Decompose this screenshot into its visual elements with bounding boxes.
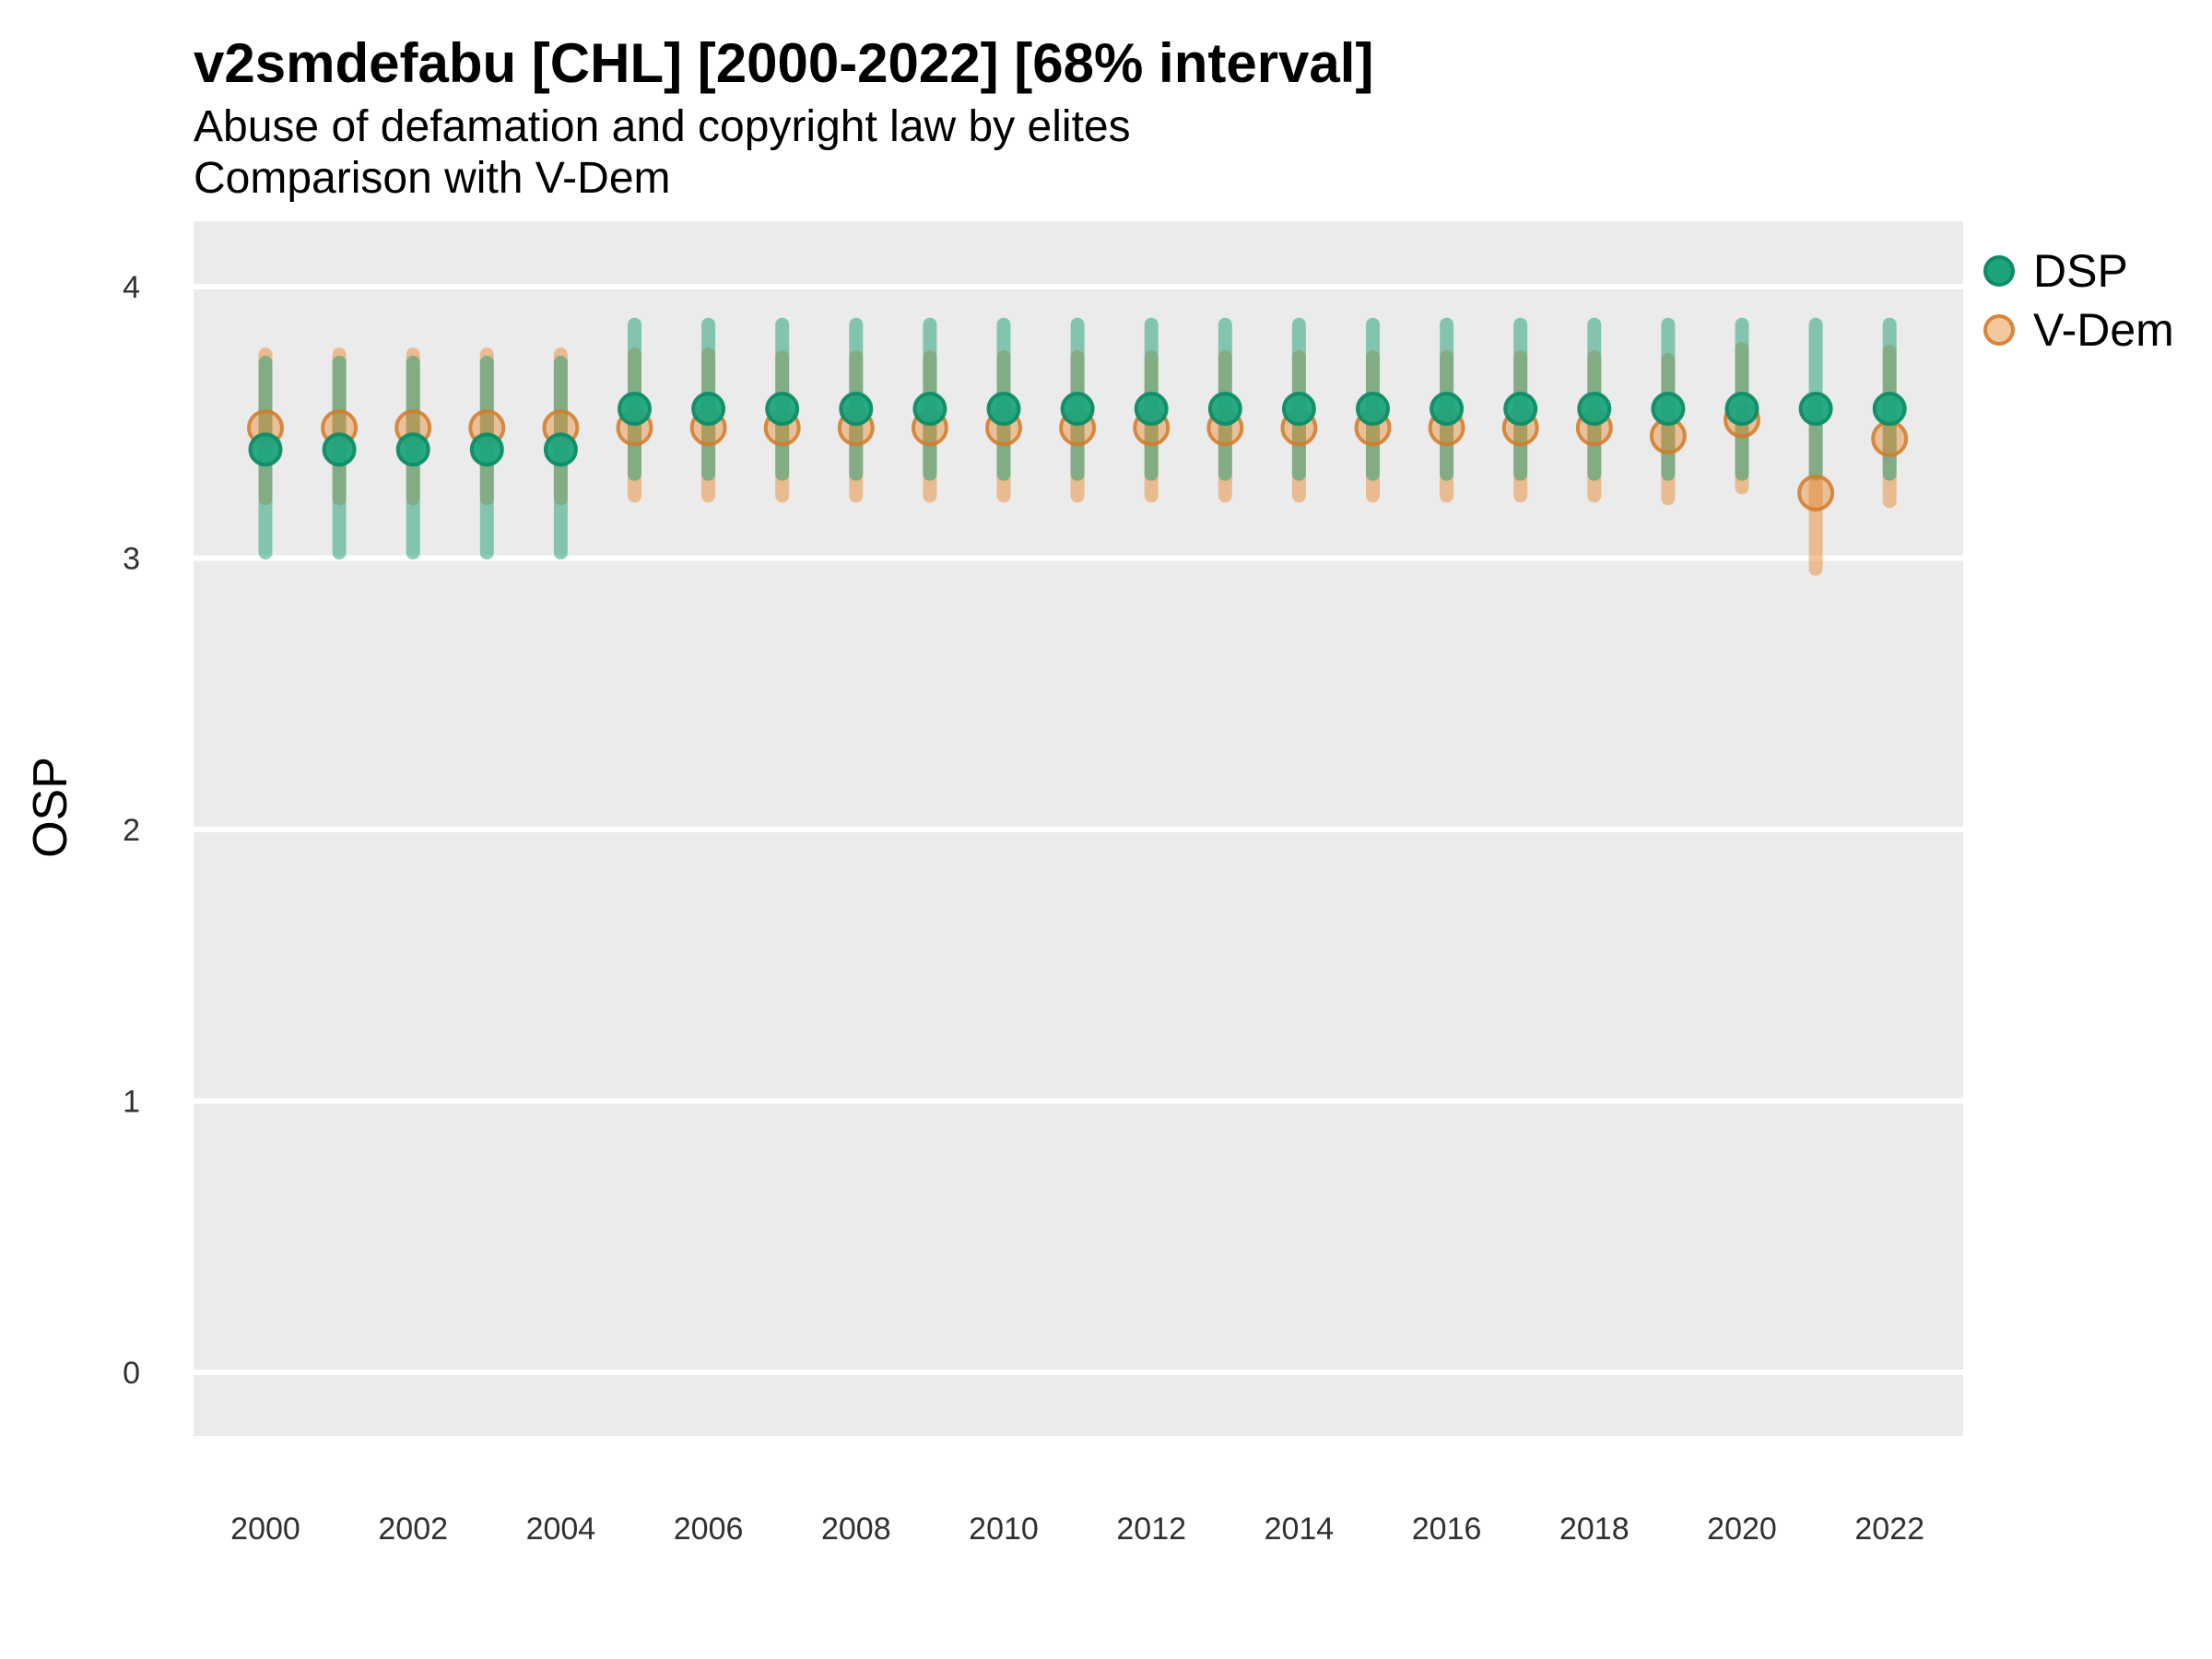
y-tick-label-4: 4 — [123, 270, 140, 305]
dsp-point-2021 — [1798, 392, 1833, 427]
chart-subtitle-comparison: Comparison with V-Dem — [194, 154, 671, 203]
legend: DSP V-Dem — [1983, 245, 2174, 356]
dsp-point-2013 — [1207, 392, 1242, 427]
dsp-point-2011 — [1060, 392, 1095, 427]
y-tick-label-2: 2 — [123, 813, 140, 848]
dsp-point-2012 — [1134, 392, 1169, 427]
dsp-point-2000 — [248, 432, 283, 467]
chart-title: v2smdefabu [CHL] [2000-2022] [68% interv… — [194, 32, 1374, 94]
dsp-point-2015 — [1356, 392, 1390, 427]
x-tick-label-2016: 2016 — [1412, 1512, 1482, 1547]
x-tick-label-2022: 2022 — [1854, 1512, 1924, 1547]
dsp-point-2016 — [1430, 392, 1465, 427]
dsp-point-2010 — [986, 392, 1021, 427]
dsp-point-2019 — [1651, 392, 1686, 427]
dsp-point-2014 — [1281, 392, 1316, 427]
chart-subtitle: Abuse of defamation and copyright law by… — [194, 102, 1131, 151]
x-tick-label-2006: 2006 — [674, 1512, 744, 1547]
vdem-point-2022 — [1871, 419, 1909, 457]
dsp-point-2017 — [1503, 392, 1538, 427]
dsp-point-2022 — [1872, 392, 1907, 427]
dsp-point-2020 — [1724, 392, 1759, 427]
dsp-point-2008 — [839, 392, 874, 427]
legend-item-dsp: DSP — [1983, 245, 2174, 297]
dsp-point-2003 — [469, 432, 504, 467]
legend-item-vdem: V-Dem — [1983, 304, 2174, 356]
legend-dot-vdem — [1983, 314, 2015, 346]
dsp-point-2007 — [765, 392, 800, 427]
legend-label-dsp: DSP — [2033, 245, 2128, 297]
legend-label-vdem: V-Dem — [2033, 304, 2174, 356]
dsp-point-2001 — [322, 432, 357, 467]
x-tick-label-2008: 2008 — [821, 1512, 891, 1547]
y-tick-label-1: 1 — [123, 1085, 140, 1120]
x-tick-label-2002: 2002 — [378, 1512, 448, 1547]
dsp-point-2004 — [543, 432, 578, 467]
legend-dot-dsp — [1983, 255, 2015, 287]
dsp-point-2006 — [691, 392, 726, 427]
x-tick-label-2018: 2018 — [1559, 1512, 1630, 1547]
y-tick-label-0: 0 — [123, 1356, 140, 1391]
dsp-point-2009 — [912, 392, 947, 427]
x-tick-label-2010: 2010 — [969, 1512, 1039, 1547]
dsp-point-2002 — [395, 432, 430, 467]
y-tick-label-3: 3 — [123, 542, 140, 577]
dsp-point-2005 — [618, 392, 652, 427]
x-tick-label-2000: 2000 — [230, 1512, 300, 1547]
x-tick-label-2020: 2020 — [1707, 1512, 1777, 1547]
vdem-point-2021 — [1797, 474, 1835, 512]
x-tick-label-2012: 2012 — [1116, 1512, 1186, 1547]
x-tick-label-2004: 2004 — [526, 1512, 596, 1547]
dsp-point-2018 — [1577, 392, 1612, 427]
x-tick-label-2014: 2014 — [1265, 1512, 1335, 1547]
